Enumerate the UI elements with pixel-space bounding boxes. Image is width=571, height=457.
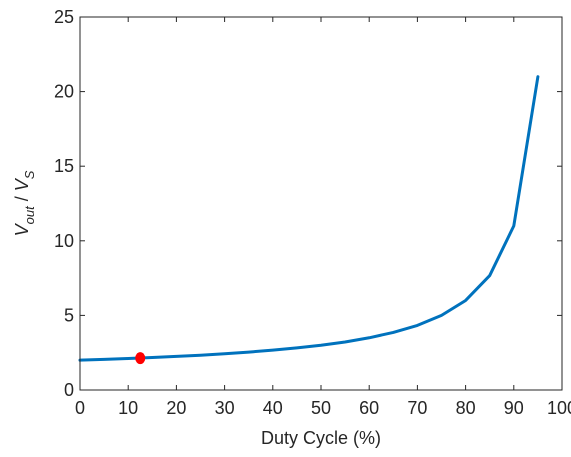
- highlight-marker: [135, 352, 146, 365]
- y-tick-label: 5: [64, 305, 74, 325]
- y-tick-label: 25: [54, 7, 74, 27]
- y-label-slash: /: [12, 191, 32, 206]
- x-tick-label: 10: [118, 398, 138, 418]
- series-line-0: [78, 75, 540, 362]
- y-tick-label: 0: [64, 380, 74, 400]
- x-tick-label: 60: [359, 398, 379, 418]
- x-tick-label: 40: [263, 398, 283, 418]
- x-axis-label: Duty Cycle (%): [261, 428, 381, 448]
- x-tick-label: 20: [166, 398, 186, 418]
- x-tick-label: 30: [215, 398, 235, 418]
- x-tick-label: 50: [311, 398, 331, 418]
- axes-layer: 0 10 20 30 40 50 60 70 80 90 100 0 5 10 15 20 25: [54, 7, 571, 418]
- y-axis-label: Vout / VS: [12, 170, 37, 236]
- x-tick-label: 70: [407, 398, 427, 418]
- y-tick-label: 10: [54, 231, 74, 251]
- x-tick-label: 90: [504, 398, 524, 418]
- y-label-sub-2: S: [22, 170, 37, 179]
- y-label-main-1: V: [12, 222, 32, 236]
- y-tick-label: 20: [54, 82, 74, 102]
- plot-area: [80, 17, 562, 390]
- y-tick-label: 15: [54, 156, 74, 176]
- x-tick-label: 100: [547, 398, 571, 418]
- y-label-main-2: V: [12, 177, 32, 191]
- y-label-sub-1: out: [22, 205, 37, 224]
- plot-layer: [78, 75, 540, 365]
- x-tick-label: 80: [456, 398, 476, 418]
- x-tick-label: 0: [75, 398, 85, 418]
